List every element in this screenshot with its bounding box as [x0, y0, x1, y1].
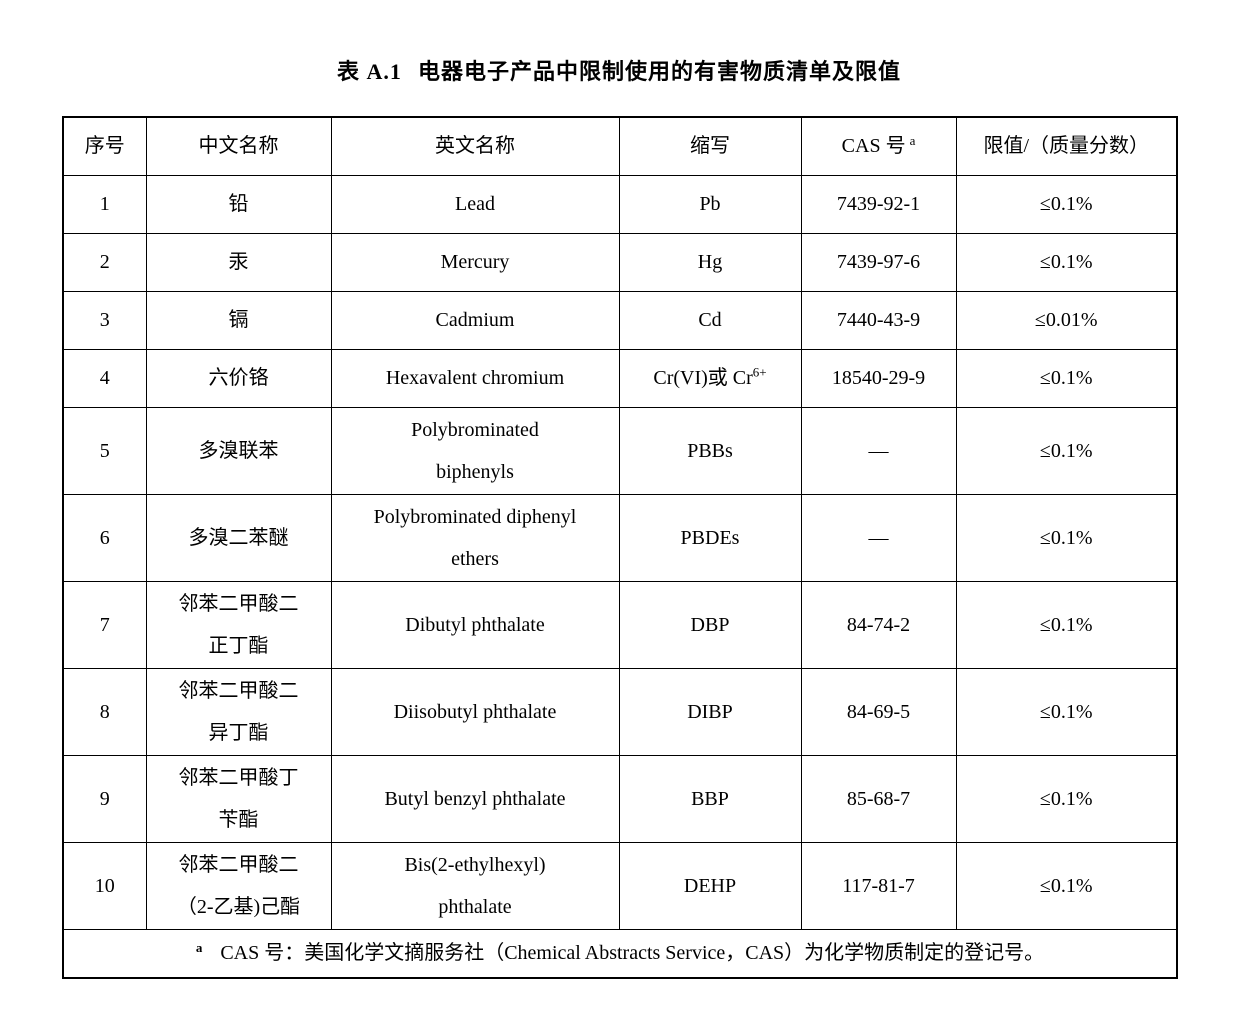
- cell-seq: 4: [62, 348, 147, 408]
- table-row: 8 邻苯二甲酸二 异丁酯 Diisobutyl phthalate DIBP 8…: [62, 667, 1178, 756]
- table-row: 7 邻苯二甲酸二 正丁酯 Dibutyl phthalate DBP 84-74…: [62, 580, 1178, 669]
- cell-cas: 117-81-7: [800, 841, 957, 930]
- table-row: 10 邻苯二甲酸二 （2-乙基)己酯 Bis(2-ethylhexyl) pht…: [62, 841, 1178, 930]
- cell-cn: 六价铬: [145, 348, 332, 408]
- cell-abbr: DIBP: [618, 667, 802, 756]
- cell-cn: 铅: [145, 174, 332, 234]
- cell-cn: 邻苯二甲酸二 （2-乙基)己酯: [145, 841, 332, 930]
- cell-limit: ≤0.1%: [955, 174, 1178, 234]
- cell-en: Polybrominated diphenyl ethers: [330, 493, 620, 582]
- cell-limit: ≤0.1%: [955, 493, 1178, 582]
- cell-en: Polybrominated biphenyls: [330, 406, 620, 495]
- cell-en: Diisobutyl phthalate: [330, 667, 620, 756]
- table-row: 1 铅 Lead Pb 7439-92-1 ≤0.1%: [62, 174, 1178, 234]
- cell-abbr: Cd: [618, 290, 802, 350]
- cell-en: Dibutyl phthalate: [330, 580, 620, 669]
- cell-cn: 邻苯二甲酸二 正丁酯: [145, 580, 332, 669]
- header-cell-seq: 序号: [62, 116, 147, 176]
- cell-abbr: Cr(VI)或 Cr6+: [618, 348, 802, 408]
- cell-cn: 镉: [145, 290, 332, 350]
- table-row: 4 六价铬 Hexavalent chromium Cr(VI)或 Cr6+ 1…: [62, 348, 1178, 408]
- cell-seq: 8: [62, 667, 147, 756]
- cell-limit: ≤0.1%: [955, 406, 1178, 495]
- cell-seq: 2: [62, 232, 147, 292]
- cell-abbr: DBP: [618, 580, 802, 669]
- cell-limit: ≤0.1%: [955, 348, 1178, 408]
- table-row: 6 多溴二苯醚 Polybrominated diphenyl ethers P…: [62, 493, 1178, 582]
- footnote-row: a CAS 号：美国化学文摘服务社（Chemical Abstracts Serv…: [62, 928, 1178, 979]
- cell-en: Cadmium: [330, 290, 620, 350]
- cell-limit: ≤0.1%: [955, 580, 1178, 669]
- cell-cn: 邻苯二甲酸丁 苄酯: [145, 754, 332, 843]
- abbr-superscript: 6+: [752, 364, 767, 380]
- cell-en: Butyl benzyl phthalate: [330, 754, 620, 843]
- cell-en: Lead: [330, 174, 620, 234]
- cell-cas: 18540-29-9: [800, 348, 957, 408]
- cell-en: Hexavalent chromium: [330, 348, 620, 408]
- cell-cn: 汞: [145, 232, 332, 292]
- table-title: 表 A.1 电器电子产品中限制使用的有害物质清单及限值: [62, 0, 1176, 87]
- table-row: 5 多溴联苯 Polybrominated biphenyls PBBs — ≤…: [62, 406, 1178, 495]
- cell-cn: 多溴二苯醚: [145, 493, 332, 582]
- cell-limit: ≤0.1%: [955, 754, 1178, 843]
- header-cell-abbr: 缩写: [618, 116, 802, 176]
- cell-cas: 84-74-2: [800, 580, 957, 669]
- header-cell-cn: 中文名称: [145, 116, 332, 176]
- footnote-marker: a: [195, 939, 203, 955]
- cell-abbr: PBDEs: [618, 493, 802, 582]
- cell-limit: ≤0.1%: [955, 667, 1178, 756]
- cell-cn: 多溴联苯: [145, 406, 332, 495]
- cell-abbr: Pb: [618, 174, 802, 234]
- cell-seq: 10: [62, 841, 147, 930]
- table-title-text: 电器电子产品中限制使用的有害物质清单及限值: [417, 59, 901, 84]
- cell-limit: ≤0.1%: [955, 841, 1178, 930]
- cas-footnote-marker: a: [909, 132, 916, 148]
- footnote-text: CAS 号：美国化学文摘服务社（Chemical Abstracts Servi…: [220, 942, 1045, 965]
- cell-limit: ≤0.1%: [955, 232, 1178, 292]
- cell-seq: 5: [62, 406, 147, 495]
- cell-limit: ≤0.01%: [955, 290, 1178, 350]
- header-cas-label: CAS 号: [841, 135, 906, 158]
- cell-cas: 7439-97-6: [800, 232, 957, 292]
- table-row: 2 汞 Mercury Hg 7439-97-6 ≤0.1%: [62, 232, 1178, 292]
- table-number: 表 A.1: [337, 59, 402, 84]
- header-cell-limit: 限值/（质量分数）: [955, 116, 1178, 176]
- cell-seq: 9: [62, 754, 147, 843]
- cell-seq: 1: [62, 174, 147, 234]
- header-cell-en: 英文名称: [330, 116, 620, 176]
- cell-cas: —: [800, 493, 957, 582]
- cell-en: Bis(2-ethylhexyl) phthalate: [330, 841, 620, 930]
- cell-abbr: BBP: [618, 754, 802, 843]
- cell-abbr: DEHP: [618, 841, 802, 930]
- cell-cas: 7440-43-9: [800, 290, 957, 350]
- table-row: 3 镉 Cadmium Cd 7440-43-9 ≤0.01%: [62, 290, 1178, 350]
- cell-seq: 7: [62, 580, 147, 669]
- footnote: a CAS 号：美国化学文摘服务社（Chemical Abstracts Serv…: [62, 928, 1178, 979]
- cell-cas: 84-69-5: [800, 667, 957, 756]
- cell-cas: —: [800, 406, 957, 495]
- cell-cas: 7439-92-1: [800, 174, 957, 234]
- cell-abbr: Hg: [618, 232, 802, 292]
- cell-seq: 3: [62, 290, 147, 350]
- cell-cas: 85-68-7: [800, 754, 957, 843]
- cell-seq: 6: [62, 493, 147, 582]
- cell-abbr: PBBs: [618, 406, 802, 495]
- cell-en: Mercury: [330, 232, 620, 292]
- cell-cn: 邻苯二甲酸二 异丁酯: [145, 667, 332, 756]
- abbr-base: Cr(VI)或 Cr: [653, 367, 753, 389]
- table-row: 9 邻苯二甲酸丁 苄酯 Butyl benzyl phthalate BBP 8…: [62, 754, 1178, 843]
